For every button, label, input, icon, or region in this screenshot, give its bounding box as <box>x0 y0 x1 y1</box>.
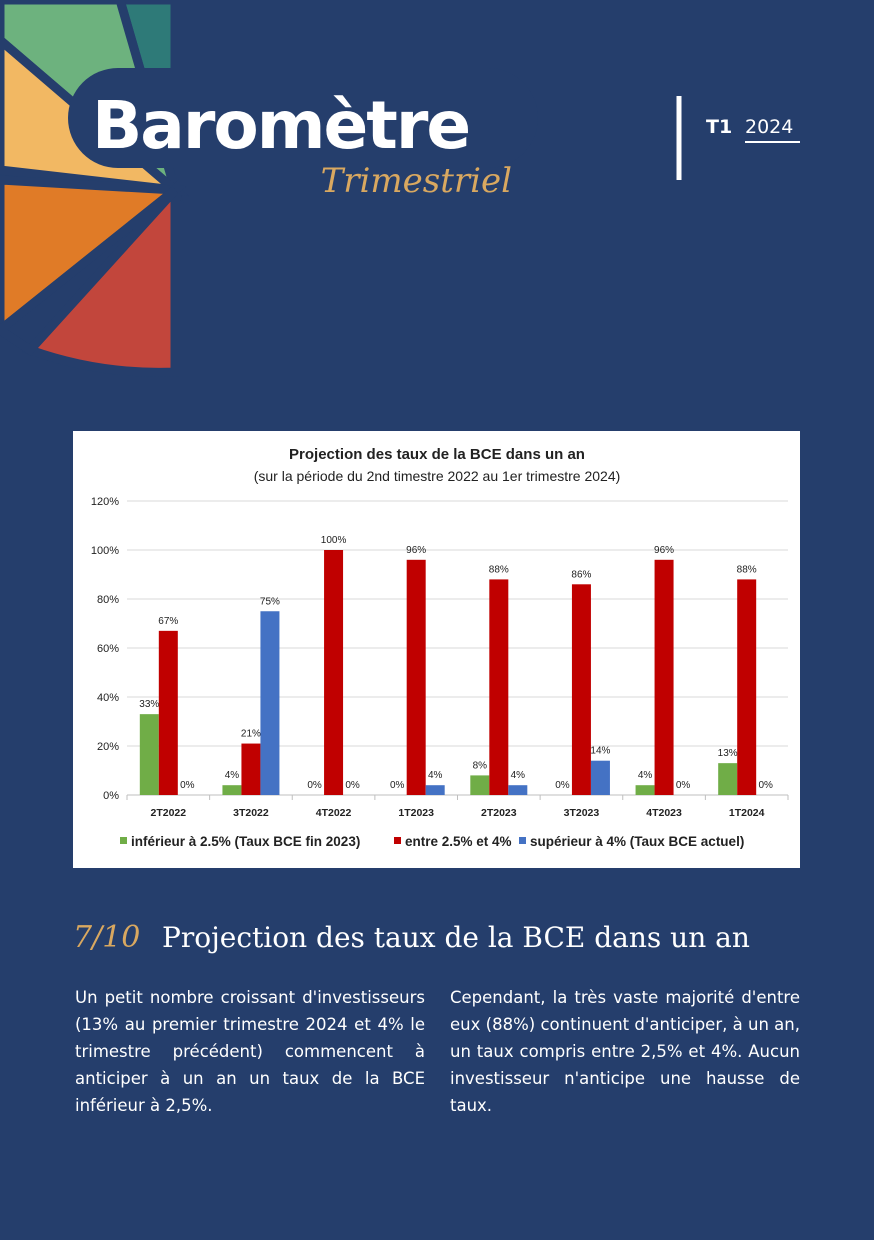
legend-label: entre 2.5% et 4% <box>405 834 512 849</box>
bar <box>139 714 159 795</box>
bar <box>470 775 490 795</box>
bar <box>260 611 280 795</box>
data-label: 0% <box>758 780 773 791</box>
section-title: Projection des taux de la BCE dans un an <box>162 921 750 954</box>
logo-backdrop <box>68 68 538 168</box>
bar <box>635 785 655 795</box>
data-label: 0% <box>555 780 570 791</box>
data-label: 67% <box>158 616 178 627</box>
data-label: 8% <box>473 760 488 771</box>
x-tick-label: 1T2023 <box>398 807 434 819</box>
legend-marker <box>394 837 401 844</box>
y-tick-label: 20% <box>97 741 119 753</box>
bar <box>425 785 445 795</box>
data-label: 33% <box>139 699 159 710</box>
paragraph: Un petit nombre croissant d'investisseur… <box>75 988 425 1115</box>
bar <box>158 630 178 795</box>
data-label: 88% <box>737 564 757 575</box>
x-tick-label: 4T2022 <box>316 807 352 819</box>
bar <box>406 559 426 795</box>
logo-subtitle: Trimestriel <box>321 161 512 201</box>
bar <box>654 559 674 795</box>
bar <box>718 763 738 795</box>
data-label: 0% <box>345 780 360 791</box>
x-tick-label: 2T2022 <box>151 807 187 819</box>
x-tick-label: 3T2023 <box>564 807 600 819</box>
year: 2024 <box>745 116 793 138</box>
data-label: 4% <box>511 770 526 781</box>
bar <box>489 579 509 795</box>
paragraph: Cependant, la très vaste majorité d'entr… <box>450 988 800 1115</box>
data-label: 13% <box>718 748 738 759</box>
data-label: 21% <box>241 729 261 740</box>
chart-title: Projection des taux de la BCE dans un an <box>289 446 585 463</box>
section-number: 7/10 <box>73 920 140 955</box>
data-label: 96% <box>654 545 674 556</box>
y-tick-label: 0% <box>103 790 119 802</box>
quarter: T1 <box>706 116 732 138</box>
data-label: 4% <box>428 770 443 781</box>
legend-marker <box>519 837 526 844</box>
data-label: 0% <box>180 780 195 791</box>
decor-fan <box>0 0 190 377</box>
data-label: 100% <box>321 535 347 546</box>
data-label: 86% <box>571 569 591 580</box>
legend-marker <box>120 837 127 844</box>
data-label: 4% <box>638 770 653 781</box>
data-label: 0% <box>676 780 691 791</box>
y-tick-label: 40% <box>97 692 119 704</box>
bar <box>241 743 261 795</box>
bar <box>324 550 344 795</box>
data-label: 96% <box>406 545 426 556</box>
bar <box>737 579 757 795</box>
bar <box>508 785 528 795</box>
x-tick-label: 3T2022 <box>233 807 269 819</box>
legend-label: inférieur à 2.5% (Taux BCE fin 2023) <box>131 834 360 849</box>
legend-label: supérieur à 4% (Taux BCE actuel) <box>530 834 744 849</box>
data-label: 0% <box>307 780 322 791</box>
data-label: 4% <box>225 770 240 781</box>
y-tick-label: 80% <box>97 594 119 606</box>
data-label: 75% <box>260 596 280 607</box>
x-tick-label: 1T2024 <box>729 807 765 819</box>
bar <box>222 785 242 795</box>
chart-subtitle: (sur la période du 2nd timestre 2022 au … <box>254 468 621 484</box>
data-label: 88% <box>489 564 509 575</box>
y-tick-label: 100% <box>91 545 119 557</box>
x-tick-label: 4T2023 <box>646 807 682 819</box>
x-tick-label: 2T2023 <box>481 807 517 819</box>
logo-title: Baromètre <box>92 87 469 164</box>
bar <box>571 584 591 795</box>
bar <box>590 760 610 795</box>
data-label: 0% <box>390 780 405 791</box>
data-label: 14% <box>590 746 610 757</box>
chart-panel <box>73 431 800 868</box>
y-tick-label: 60% <box>97 643 119 655</box>
y-tick-label: 120% <box>91 496 119 508</box>
